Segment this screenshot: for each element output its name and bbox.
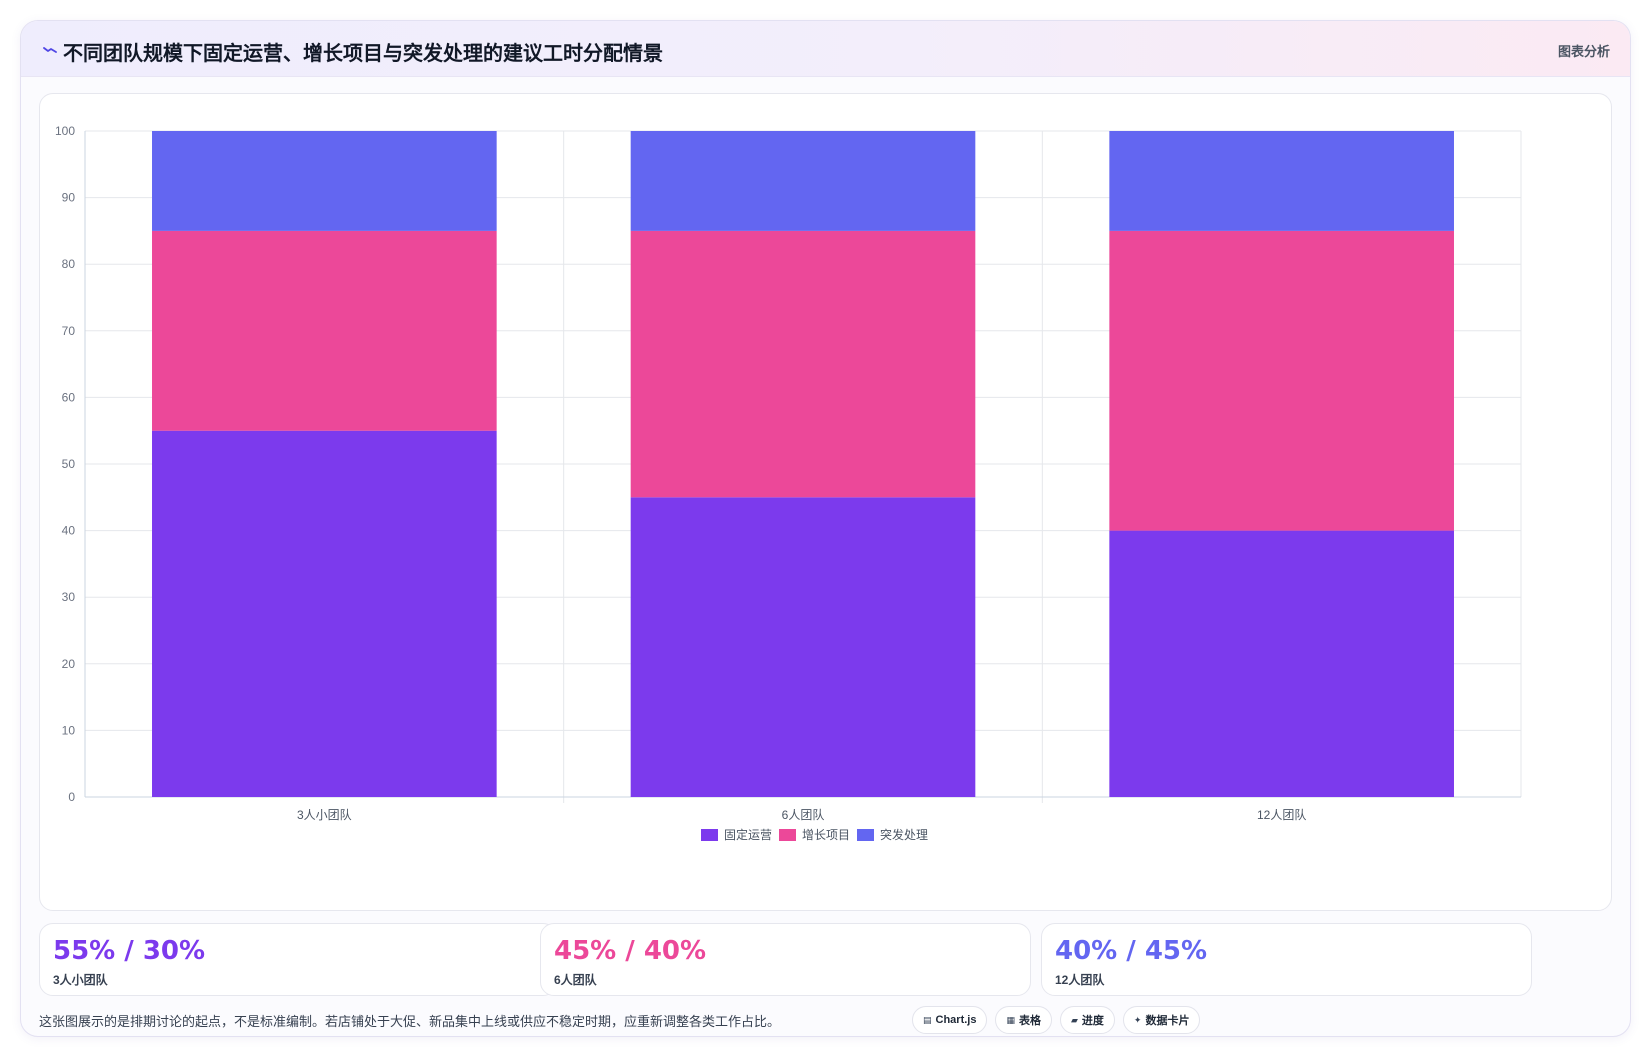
chip-data-card[interactable]: ✦ 数据卡片 xyxy=(1122,1006,1201,1034)
bar-segment xyxy=(152,230,497,431)
y-tick-label: 90 xyxy=(62,191,76,205)
stat-value: 45% / 40% xyxy=(554,936,707,966)
bar-segment xyxy=(152,430,497,797)
bar-segment xyxy=(630,230,976,498)
table-icon: ▦ xyxy=(1006,1014,1015,1025)
y-tick-label: 80 xyxy=(62,257,76,271)
sparkle-icon: ✦ xyxy=(1133,1014,1142,1025)
chip-chartjs[interactable]: ▤ Chart.js xyxy=(912,1006,988,1034)
stat-card-medium-team: 45% / 40% 6人团队 xyxy=(540,923,1031,996)
stat-card-large-team: 40% / 45% 12人团队 xyxy=(1041,923,1532,996)
chart-panel: 0 10 20 30 40 50 60 70 80 90 100 3人小团队 6人团队 12人团队固定运营… xyxy=(39,93,1612,911)
stat-label: 12人团队 xyxy=(1055,973,1105,987)
y-tick-label: 30 xyxy=(62,590,76,604)
bar-segment xyxy=(1109,230,1454,531)
x-tick-label: 3人小团队 xyxy=(297,807,352,822)
stat-value: 55% / 30% xyxy=(53,936,206,966)
y-tick-label: 100 xyxy=(55,124,75,138)
chip-label: 数据卡片 xyxy=(1145,1015,1190,1027)
stat-card-small-team: 55% / 30% 3人小团队 xyxy=(39,923,557,996)
bar-segment xyxy=(630,497,976,797)
chart-analysis-tag: 图表分析 xyxy=(1557,44,1610,59)
tech-chips: ▤ Chart.js ▦ 表格 ▰ 进度 ✦ 数据卡片 xyxy=(912,1006,1201,1034)
x-tick-label: 6人团队 xyxy=(782,807,825,822)
legend-swatch xyxy=(857,829,874,841)
chip-label: Chart.js xyxy=(935,1014,977,1026)
bar-segment xyxy=(1109,131,1454,231)
y-tick-label: 10 xyxy=(62,723,76,737)
stat-label: 3人小团队 xyxy=(53,973,108,987)
stacked-bar-chart: 0 10 20 30 40 50 60 70 80 90 100 3人小团队 6人团队 12人团队固定运营… xyxy=(55,124,1522,842)
y-tick-label: 20 xyxy=(62,657,76,671)
chip-table[interactable]: ▦ 表格 xyxy=(995,1006,1052,1034)
y-tick-label: 40 xyxy=(62,524,76,538)
legend-swatch xyxy=(779,829,796,841)
card-header: 不同团队规模下固定运营、增长项目与突发处理的建议工时分配情景 图表分析 xyxy=(21,21,1630,77)
y-tick-label: 60 xyxy=(62,390,76,404)
bar-segment xyxy=(630,131,976,231)
progress-icon: ▰ xyxy=(1071,1014,1078,1025)
chip-label: 表格 xyxy=(1019,1015,1041,1027)
chip-label: 进度 xyxy=(1081,1015,1104,1027)
y-tick-label: 50 xyxy=(62,457,76,471)
legend-label: 突发处理 xyxy=(880,827,928,842)
footer-note: 这张图展示的是排期讨论的起点，不是标准编制。若店铺处于大促、新品集中上线或供应不… xyxy=(39,1014,781,1029)
chip-progress[interactable]: ▰ 进度 xyxy=(1060,1006,1115,1034)
legend-swatch xyxy=(701,829,718,841)
chart-card: 不同团队规模下固定运营、增长项目与突发处理的建议工时分配情景 图表分析 0 10 2… xyxy=(20,20,1631,1037)
y-tick-label: 0 xyxy=(68,790,75,804)
bar-segment xyxy=(152,131,497,231)
x-tick-label: 12人团队 xyxy=(1257,807,1306,822)
trend-line-icon xyxy=(43,47,57,53)
chart-title: 不同团队规模下固定运营、增长项目与突发处理的建议工时分配情景 xyxy=(63,43,663,65)
stat-label: 6人团队 xyxy=(554,973,597,987)
stat-value: 40% / 45% xyxy=(1055,936,1208,966)
legend-label: 增长项目 xyxy=(802,828,850,842)
legend-label: 固定运营 xyxy=(724,827,772,842)
bar-segment xyxy=(1109,530,1454,797)
chart-icon: ▤ xyxy=(923,1014,932,1025)
y-tick-label: 70 xyxy=(62,324,76,338)
